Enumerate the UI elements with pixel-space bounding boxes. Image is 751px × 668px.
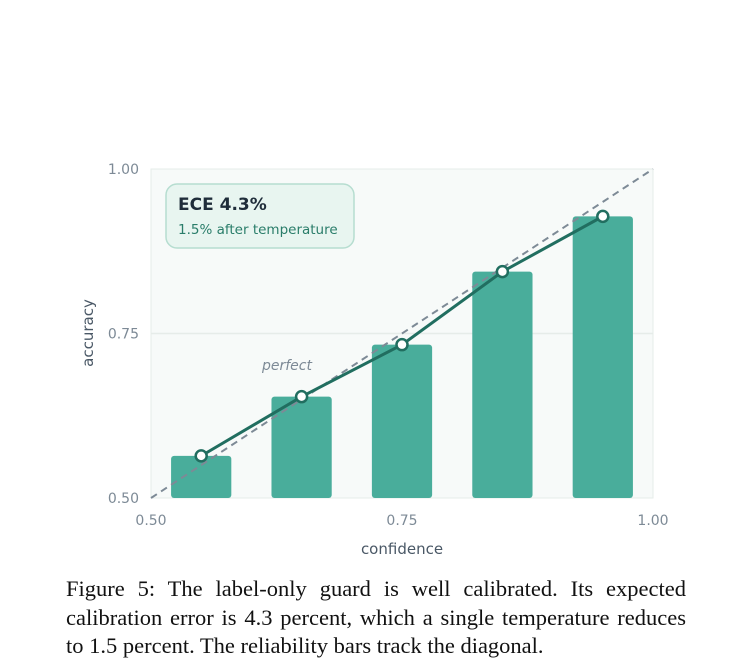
- y-axis-label: accuracy: [79, 299, 97, 367]
- point-marker: [395, 337, 409, 352]
- bar: [171, 455, 232, 498]
- x-tick-label: 1.00: [637, 513, 668, 529]
- tick-labels: 0.50 0.75 1.00 0.50 0.75 1.00: [108, 162, 669, 529]
- bar: [572, 216, 633, 498]
- perfect-diagonal: [150, 168, 654, 499]
- perfect-label: perfect: [261, 358, 312, 374]
- x-tick-label: 0.50: [135, 513, 166, 529]
- x-tick-label: 0.75: [386, 513, 417, 529]
- y-tick-label: 1.00: [108, 162, 139, 178]
- point-marker: [495, 264, 510, 279]
- point-marker: [596, 209, 610, 224]
- reliability-diagram: 0.50 0.75 1.00 0.50 0.75 1.00 confidence accu…: [79, 162, 669, 558]
- y-tick-label: 0.50: [108, 491, 139, 507]
- y-tick-label: 0.75: [108, 327, 139, 343]
- markers: [194, 209, 610, 463]
- bar: [271, 396, 332, 498]
- figure-caption: Figure 5: The label-only guard is well c…: [66, 576, 686, 658]
- ece-annotation-box: ECE 4.3% 1.5% after temperature: [165, 183, 355, 249]
- point-marker: [294, 389, 309, 404]
- point-marker: [194, 449, 208, 463]
- ece-subtitle: 1.5% after temperature: [178, 222, 338, 238]
- bar: [472, 271, 533, 498]
- ece-title: ECE 4.3%: [178, 195, 267, 215]
- x-axis-label: confidence: [361, 540, 443, 558]
- bars: [171, 216, 633, 498]
- bar: [371, 344, 433, 498]
